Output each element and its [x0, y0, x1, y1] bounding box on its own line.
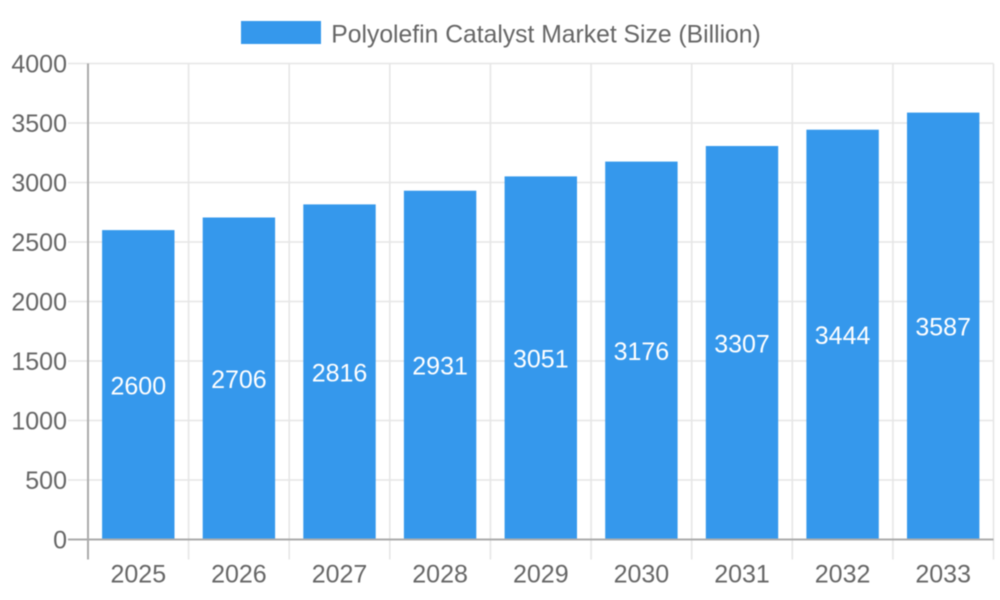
svg-text:2031: 2031	[714, 560, 770, 588]
svg-text:2706: 2706	[211, 366, 267, 394]
svg-text:2026: 2026	[211, 560, 267, 588]
svg-text:4000: 4000	[11, 51, 67, 79]
svg-text:3176: 3176	[614, 338, 670, 366]
svg-text:0: 0	[53, 527, 67, 555]
svg-text:3500: 3500	[11, 110, 67, 138]
svg-text:3000: 3000	[11, 170, 67, 198]
svg-text:1000: 1000	[11, 408, 67, 436]
svg-text:2029: 2029	[513, 560, 569, 588]
svg-text:1500: 1500	[11, 348, 67, 376]
svg-text:2000: 2000	[11, 289, 67, 317]
svg-text:2033: 2033	[915, 560, 971, 588]
svg-text:3307: 3307	[714, 330, 770, 358]
svg-text:500: 500	[25, 467, 67, 495]
svg-text:2028: 2028	[412, 560, 468, 588]
svg-text:2816: 2816	[312, 360, 368, 388]
svg-text:Polyolefin Catalyst Market Siz: Polyolefin Catalyst Market Size (Billion…	[331, 22, 760, 49]
svg-text:2027: 2027	[312, 560, 368, 588]
svg-text:3051: 3051	[513, 346, 569, 374]
svg-text:3587: 3587	[915, 314, 971, 342]
svg-text:2931: 2931	[412, 353, 468, 381]
svg-text:2600: 2600	[110, 372, 166, 400]
svg-text:2032: 2032	[815, 560, 871, 588]
svg-text:2030: 2030	[614, 560, 670, 588]
svg-text:3444: 3444	[815, 322, 871, 350]
svg-text:2500: 2500	[11, 229, 67, 257]
svg-text:2025: 2025	[110, 560, 166, 588]
